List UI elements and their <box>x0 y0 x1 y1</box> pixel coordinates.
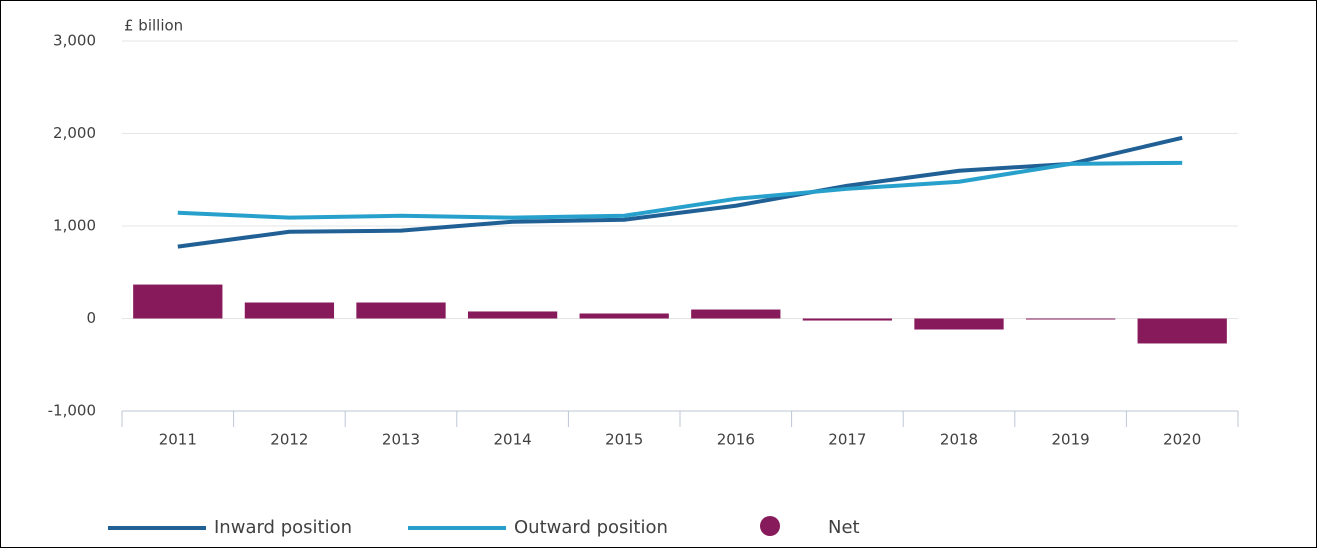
bar <box>1025 318 1116 320</box>
legend: Inward position Outward position Net <box>108 516 860 538</box>
bar <box>356 302 446 319</box>
y-tick-label: 2,000 <box>53 124 96 142</box>
x-tick-label: 2017 <box>828 431 866 449</box>
line <box>177 160 1183 220</box>
bar <box>914 318 1004 330</box>
bar <box>244 302 335 319</box>
y-tick-label: -1,000 <box>48 402 96 420</box>
legend-label: Net <box>828 517 860 538</box>
legend-swatch <box>760 516 780 536</box>
x-tick-label: 2019 <box>1052 431 1090 449</box>
y-tick-label: 3,000 <box>53 32 96 50</box>
line <box>177 135 1183 249</box>
bar <box>579 313 669 319</box>
bar <box>133 284 223 319</box>
x-tick-label: 2013 <box>382 431 420 449</box>
bar <box>467 311 558 319</box>
y-tick-label: 1,000 <box>53 217 96 235</box>
x-tick-label: 2016 <box>717 431 755 449</box>
x-tick-label: 2015 <box>605 431 643 449</box>
y-axis-label: £ billion <box>124 17 183 35</box>
x-tick-label: 2012 <box>270 431 308 449</box>
x-tick-label: 2018 <box>940 431 978 449</box>
x-tick-label: 2020 <box>1163 431 1201 449</box>
bar <box>1137 318 1227 344</box>
bar <box>691 309 781 319</box>
x-tick-label: 2011 <box>159 431 197 449</box>
legend-label: Outward position <box>514 517 668 538</box>
bar <box>802 318 893 321</box>
y-tick-label: 0 <box>86 309 96 327</box>
x-tick-label: 2014 <box>494 431 532 449</box>
legend-label: Inward position <box>214 517 352 538</box>
